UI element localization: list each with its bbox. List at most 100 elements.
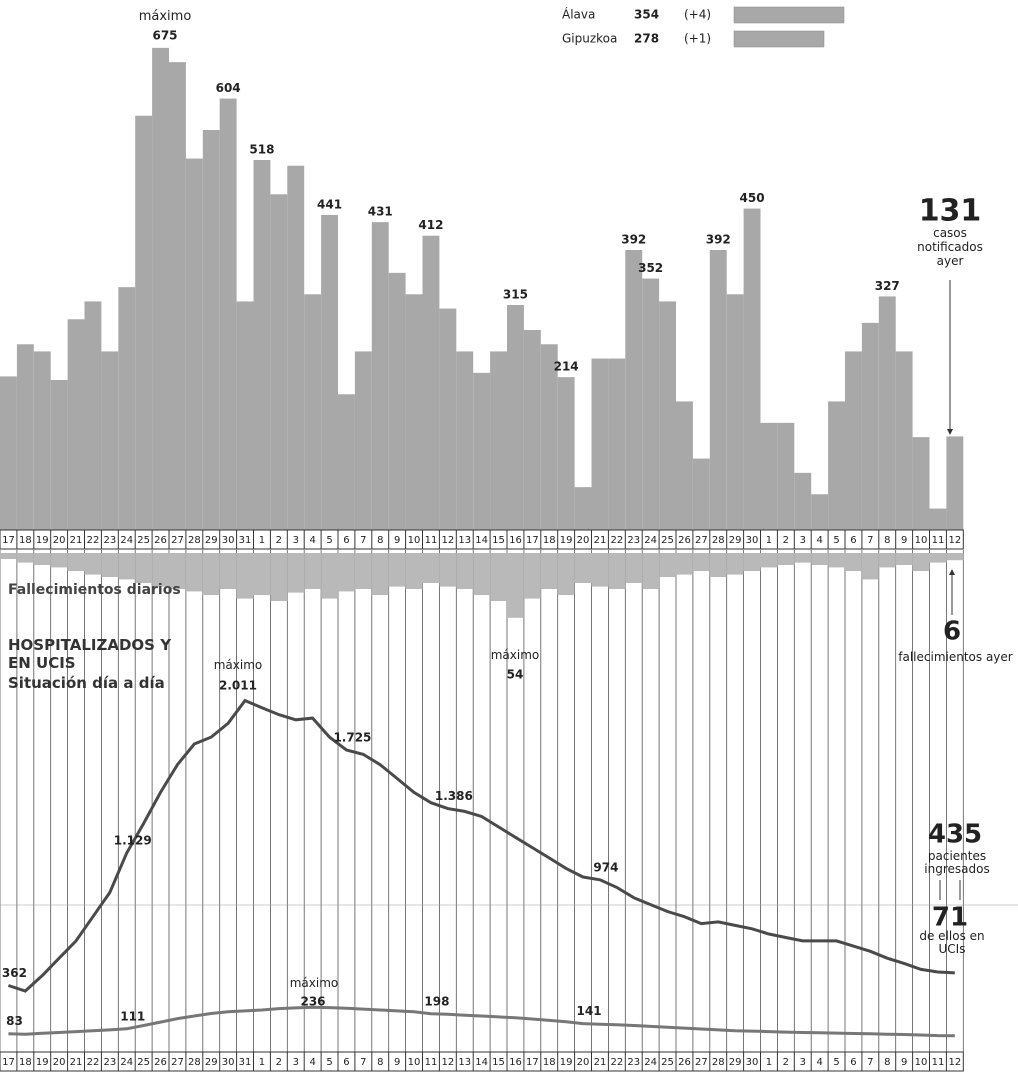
- x-tick-label: 30: [222, 1057, 235, 1068]
- value-label: 392: [706, 233, 731, 247]
- x-tick-label: 5: [833, 535, 839, 546]
- bar: [405, 553, 423, 589]
- x-tick-label: 7: [360, 535, 366, 546]
- x-tick-label: 19: [36, 1057, 49, 1068]
- bar: [507, 553, 524, 618]
- bar: [253, 160, 271, 530]
- bar: [135, 115, 153, 530]
- x-tick-label: 27: [695, 1057, 708, 1068]
- x-tick-label: 23: [103, 535, 116, 546]
- x-tick-label: 9: [394, 1057, 400, 1068]
- bar: [118, 287, 136, 530]
- bar: [946, 436, 964, 530]
- x-tick-label: 2: [783, 535, 789, 546]
- x-tick-label: 4: [309, 535, 315, 546]
- chart-title: Fallecimientos diarios: [8, 582, 181, 598]
- x-tick-label: 6: [343, 1057, 349, 1068]
- value-label: 1.129: [114, 833, 152, 847]
- x-tick-label: 9: [901, 1057, 907, 1068]
- x-tick-label: 25: [137, 1057, 150, 1068]
- x-tick-label: 27: [171, 1057, 184, 1068]
- bar: [101, 351, 119, 530]
- x-tick-label: 19: [560, 535, 573, 546]
- bar: [202, 130, 220, 530]
- bar: [946, 553, 964, 561]
- bar: [371, 222, 389, 530]
- bar: [422, 235, 440, 530]
- bar: [878, 296, 896, 530]
- bar: [439, 553, 457, 587]
- bar: [490, 553, 507, 601]
- bar: [794, 553, 812, 563]
- bar: [659, 553, 676, 577]
- value-label: 450: [740, 191, 765, 205]
- annotation: máximo: [490, 648, 540, 662]
- bar: [692, 553, 710, 571]
- bar: [676, 401, 693, 530]
- value-label: 675: [152, 29, 177, 43]
- x-tick-label: 29: [729, 1057, 742, 1068]
- x-tick-label: 6: [343, 535, 349, 546]
- bar: [354, 553, 372, 589]
- x-tick-label: 25: [137, 535, 150, 546]
- x-tick-label: 29: [729, 535, 742, 546]
- bar: [540, 344, 558, 530]
- x-tick-label: 27: [171, 535, 184, 546]
- x-tick-label: 4: [816, 535, 822, 546]
- bar: [253, 553, 271, 595]
- bar: [726, 294, 744, 530]
- x-tick-label: 10: [915, 1057, 928, 1068]
- x-tick-label: 24: [120, 1057, 133, 1068]
- value-label: 71: [932, 903, 968, 933]
- bar: [591, 553, 609, 587]
- x-tick-label: 23: [627, 535, 640, 546]
- bar: [185, 158, 203, 531]
- annotation: fallecimientos ayer: [898, 650, 1013, 664]
- x-tick-label: 7: [867, 1057, 873, 1068]
- bar: [236, 301, 254, 530]
- x-tick-label: 22: [610, 1057, 623, 1068]
- x-tick-label: 24: [644, 535, 657, 546]
- x-tick-label: 17: [526, 535, 539, 546]
- annotation: de ellos en UCIs: [919, 929, 985, 956]
- x-tick-label: 5: [326, 535, 332, 546]
- legend-value: 354: [634, 8, 659, 22]
- bar: [67, 553, 85, 571]
- bar: [929, 508, 947, 530]
- legend-swatch: [733, 30, 825, 48]
- x-tick-label: 17: [526, 1057, 539, 1068]
- x-tick-label: 28: [188, 1057, 201, 1068]
- line: [8, 1005, 955, 1038]
- value-label: 431: [368, 205, 393, 219]
- bar: [828, 401, 845, 530]
- x-tick-label: 17: [2, 535, 15, 546]
- bar: [777, 553, 795, 565]
- bar: [523, 330, 541, 530]
- bar: [845, 351, 862, 530]
- bar: [845, 553, 862, 571]
- bar: [321, 553, 338, 599]
- bar: [895, 553, 913, 565]
- x-tick-label: 4: [816, 1057, 822, 1068]
- bar: [625, 553, 643, 583]
- x-tick-label: 22: [87, 1057, 100, 1068]
- x-tick-label: 21: [594, 535, 607, 546]
- x-tick-label: 13: [458, 1057, 471, 1068]
- bar: [794, 472, 812, 530]
- x-tick-label: 11: [425, 1057, 438, 1068]
- bar: [760, 553, 778, 568]
- x-tick-label: 27: [695, 535, 708, 546]
- x-tick-label: 24: [644, 1057, 657, 1068]
- bar: [287, 165, 305, 530]
- bar: [811, 494, 829, 530]
- value-label: 974: [593, 860, 618, 874]
- bar: [67, 319, 85, 530]
- x-tick-label: 25: [661, 535, 674, 546]
- bar: [507, 305, 524, 530]
- x-tick-label: 5: [326, 1057, 332, 1068]
- annotation: casos notificados ayer: [917, 226, 983, 268]
- x-tick-label: 23: [103, 1057, 116, 1068]
- x-tick-label: 8: [884, 1057, 890, 1068]
- x-tick-label: 26: [154, 1057, 167, 1068]
- x-tick-label: 1: [259, 1057, 265, 1068]
